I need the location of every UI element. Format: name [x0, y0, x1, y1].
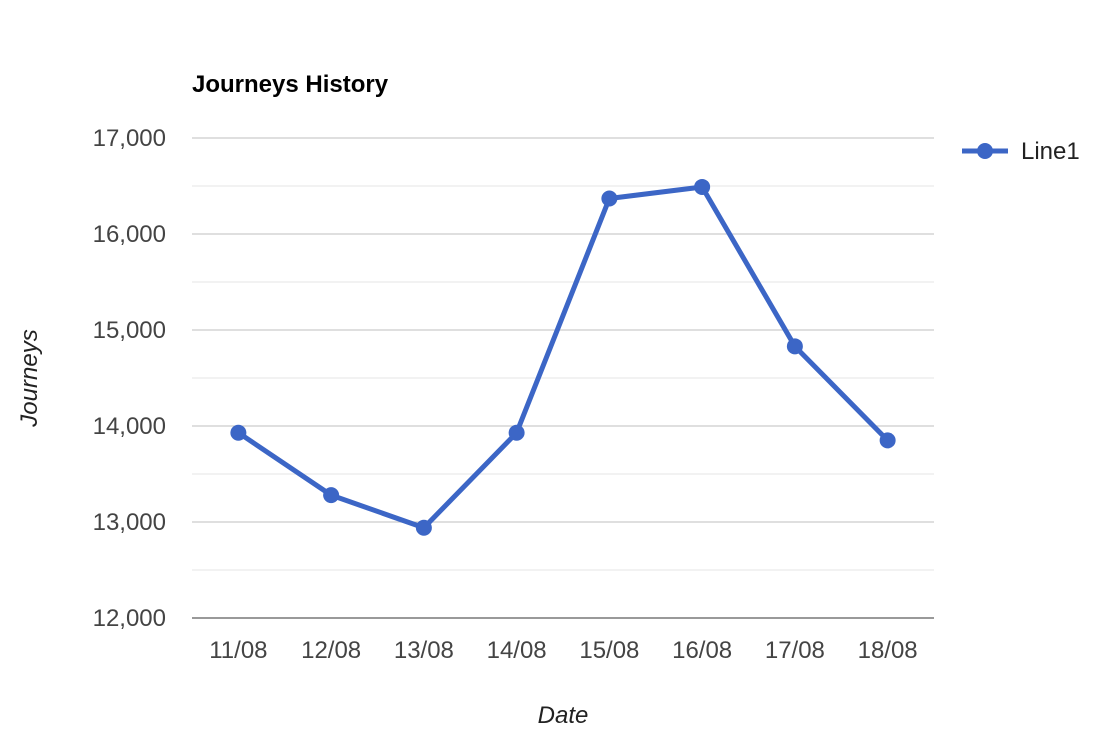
y-tick-label: 13,000: [93, 509, 166, 536]
y-axis-tick-labels: 12,000 13,000 14,000 15,000 16,000 17,000: [93, 125, 166, 632]
x-tick-label: 16/08: [672, 637, 732, 664]
y-tick-label: 16,000: [93, 221, 166, 248]
x-tick-label: 12/08: [301, 637, 361, 664]
data-point: [601, 190, 618, 207]
series-layer: [230, 178, 896, 536]
x-tick-label: 13/08: [394, 637, 454, 664]
legend: Line1: [962, 138, 1080, 165]
data-point: [694, 178, 711, 195]
data-point: [323, 487, 340, 504]
x-tick-label: 18/08: [858, 637, 918, 664]
legend-label: Line1: [1021, 138, 1080, 165]
data-point: [415, 519, 432, 536]
x-axis-tick-labels: 11/08 12/08 13/08 14/08 15/08 16/08 17/08 18/08: [209, 637, 917, 664]
y-tick-label: 12,000: [93, 605, 166, 632]
legend-swatch-marker: [977, 143, 993, 159]
y-axis-title: Journeys: [16, 329, 43, 427]
x-tick-label: 17/08: [765, 637, 825, 664]
data-point: [230, 424, 247, 441]
y-tick-label: 15,000: [93, 317, 166, 344]
data-point: [879, 432, 896, 449]
x-axis-title: Date: [538, 702, 589, 729]
gridlines: [192, 137, 934, 619]
x-tick-label: 11/08: [209, 637, 267, 664]
chart-title: Journeys History: [192, 71, 389, 98]
series-line: [235, 184, 891, 531]
data-point: [508, 424, 525, 441]
data-point: [786, 338, 803, 355]
x-tick-label: 14/08: [487, 637, 547, 664]
y-tick-label: 17,000: [93, 125, 166, 152]
x-tick-label: 15/08: [579, 637, 639, 664]
y-tick-label: 14,000: [93, 413, 166, 440]
